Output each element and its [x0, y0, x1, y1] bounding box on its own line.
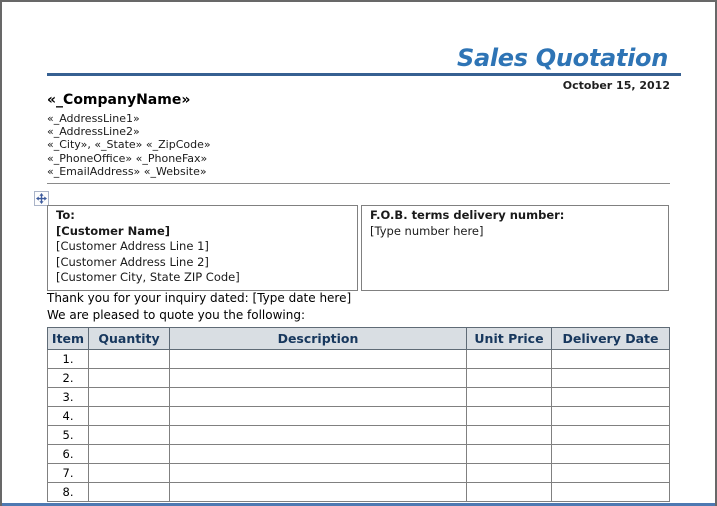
unit-price-cell[interactable]: [466, 444, 552, 464]
fob-number-placeholder[interactable]: [Type number here]: [370, 223, 484, 238]
to-label: To:: [56, 208, 75, 222]
customer-address-1-placeholder[interactable]: [Customer Address Line 1]: [56, 239, 209, 254]
description-cell[interactable]: [169, 482, 467, 502]
unit-price-cell[interactable]: [466, 463, 552, 483]
unit-price-cell[interactable]: [466, 368, 552, 388]
delivery-date-cell[interactable]: [551, 444, 670, 464]
items-table: Item Quantity Description Unit Price Del…: [47, 327, 670, 502]
header-item: Item: [47, 327, 89, 350]
customer-city-state-zip-placeholder[interactable]: [Customer City, State ZIP Code]: [56, 270, 240, 285]
company-phone-fax: «_PhoneOffice» «_PhoneFax»: [47, 151, 208, 165]
description-cell[interactable]: [169, 368, 467, 388]
table-row: 1.: [47, 349, 670, 369]
table-row: 7.: [47, 463, 670, 483]
recipient-fob-table: To: [Customer Name] [Customer Address Li…: [47, 205, 669, 291]
table-row: 6.: [47, 444, 670, 464]
description-cell[interactable]: [169, 444, 467, 464]
move-arrows-icon: [36, 193, 47, 204]
quantity-cell[interactable]: [88, 368, 170, 388]
table-row: 8.: [47, 482, 670, 502]
description-cell[interactable]: [169, 349, 467, 369]
item-number: 2.: [47, 368, 89, 388]
company-divider-rule: [47, 183, 670, 184]
delivery-date-cell[interactable]: [551, 482, 670, 502]
description-cell[interactable]: [169, 463, 467, 483]
quantity-cell[interactable]: [88, 349, 170, 369]
delivery-date-cell[interactable]: [551, 387, 670, 407]
window-bottom-edge: [2, 503, 715, 506]
table-row: 5.: [47, 425, 670, 445]
document-date: October 15, 2012: [562, 79, 670, 92]
quantity-cell[interactable]: [88, 406, 170, 426]
item-number: 5.: [47, 425, 89, 445]
company-name-field: «_CompanyName»: [47, 92, 191, 108]
table-row: 3.: [47, 387, 670, 407]
table-move-handle[interactable]: [34, 191, 49, 206]
delivery-date-cell[interactable]: [551, 463, 670, 483]
item-number: 8.: [47, 482, 89, 502]
description-cell[interactable]: [169, 425, 467, 445]
unit-price-cell[interactable]: [466, 482, 552, 502]
company-address-line-1: «_AddressLine1»: [47, 112, 140, 125]
table-row: 4.: [47, 406, 670, 426]
quantity-cell[interactable]: [88, 482, 170, 502]
document-title: Sales Quotation: [456, 44, 668, 72]
description-cell[interactable]: [169, 406, 467, 426]
delivery-date-cell[interactable]: [551, 349, 670, 369]
unit-price-cell[interactable]: [466, 349, 552, 369]
unit-price-cell[interactable]: [466, 425, 552, 445]
items-header-row: Item Quantity Description Unit Price Del…: [47, 327, 670, 350]
header-unit-price: Unit Price: [466, 327, 552, 350]
delivery-date-cell[interactable]: [551, 406, 670, 426]
company-city-state-zip: «_City», «_State» «_ZipCode»: [47, 138, 211, 152]
quantity-cell[interactable]: [88, 463, 170, 483]
inquiry-line[interactable]: Thank you for your inquiry dated: [Type …: [47, 291, 352, 305]
quantity-cell[interactable]: [88, 444, 170, 464]
header-description: Description: [169, 327, 467, 350]
item-number: 6.: [47, 444, 89, 464]
unit-price-cell[interactable]: [466, 406, 552, 426]
item-number: 1.: [47, 349, 89, 369]
header-quantity: Quantity: [88, 327, 170, 350]
item-number: 7.: [47, 463, 89, 483]
intro-paragraph: Thank you for your inquiry dated: [Type …: [47, 290, 351, 324]
company-block: «_CompanyName» «_AddressLine1» «_Address…: [47, 92, 211, 178]
company-address-line-2: «_AddressLine2»: [47, 125, 140, 139]
delivery-date-cell[interactable]: [551, 425, 670, 445]
item-number: 3.: [47, 387, 89, 407]
quantity-cell[interactable]: [88, 387, 170, 407]
quantity-cell[interactable]: [88, 425, 170, 445]
header-delivery-date: Delivery Date: [551, 327, 670, 350]
fob-label: F.O.B. terms delivery number:: [370, 208, 565, 222]
description-cell[interactable]: [169, 387, 467, 407]
quote-line: We are pleased to quote you the followin…: [47, 308, 306, 322]
customer-name-placeholder[interactable]: [Customer Name]: [56, 223, 171, 238]
items-table-wrap: Item Quantity Description Unit Price Del…: [47, 327, 670, 502]
recipient-cell: To: [Customer Name] [Customer Address Li…: [47, 205, 358, 291]
fob-cell: F.O.B. terms delivery number: [Type numb…: [361, 205, 669, 291]
delivery-date-cell[interactable]: [551, 368, 670, 388]
company-email-website: «_EmailAddress» «_Website»: [47, 164, 207, 178]
unit-price-cell[interactable]: [466, 387, 552, 407]
item-number: 4.: [47, 406, 89, 426]
customer-address-2-placeholder[interactable]: [Customer Address Line 2]: [56, 254, 209, 269]
title-rule: [47, 73, 681, 76]
table-row: 2.: [47, 368, 670, 388]
